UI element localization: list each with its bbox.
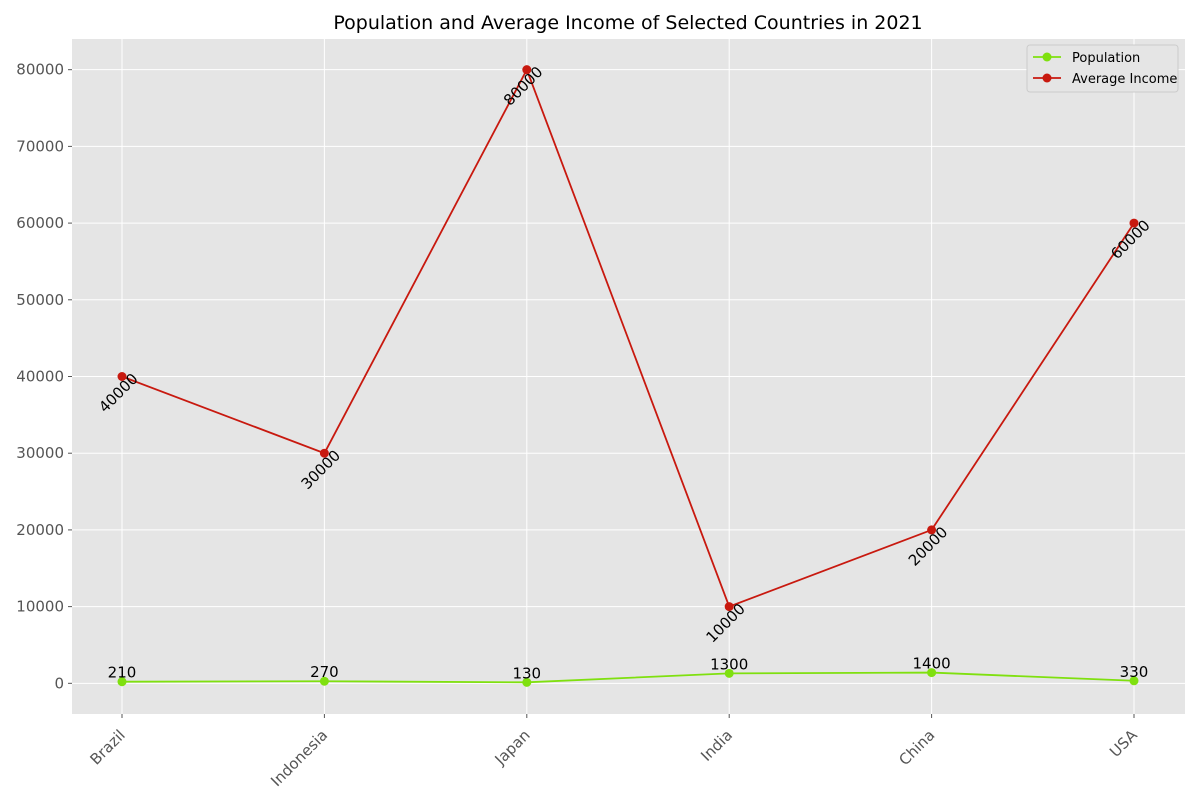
y-tick-label: 80000: [16, 61, 64, 79]
data-label: 130: [512, 664, 541, 682]
x-tick-label: Brazil: [87, 726, 129, 768]
x-tick-label: China: [895, 726, 938, 769]
legend-marker: [1042, 52, 1052, 62]
data-point: [117, 677, 127, 687]
y-tick-label: 70000: [16, 137, 64, 155]
data-point: [724, 668, 734, 678]
data-point: [319, 676, 329, 686]
y-tick-label: 10000: [16, 598, 64, 616]
y-tick-label: 0: [54, 674, 64, 692]
legend-marker: [1042, 73, 1052, 83]
x-tick-label: Japan: [491, 726, 534, 769]
series-layer: [117, 65, 1139, 687]
data-point: [1129, 218, 1139, 228]
y-tick-label: 60000: [16, 214, 64, 232]
y-tick-label: 30000: [16, 444, 64, 462]
y-tick-label: 40000: [16, 368, 64, 386]
data-point: [927, 525, 937, 535]
data-label: 1300: [710, 655, 748, 673]
x-axis-ticks: Brazil Indonesia Japan India China USA: [87, 714, 1141, 790]
y-axis-ticks: 0 10000 20000 30000 40000 50000 60000 70000 8000…: [16, 61, 72, 692]
series-line: [121, 67, 1135, 608]
legend: Population Average Income: [1026, 44, 1179, 93]
data-point: [927, 668, 937, 678]
y-tick-label: 20000: [16, 521, 64, 539]
y-tick-label: 50000: [16, 291, 64, 309]
legend-box: [1026, 44, 1179, 93]
legend-label: Average Income: [1072, 72, 1177, 87]
x-tick-label: India: [697, 726, 736, 765]
data-label: 330: [1120, 663, 1149, 681]
series-line: [121, 671, 1135, 684]
data-label: 210: [108, 664, 137, 682]
data-point: [724, 602, 734, 612]
legend-label: Population: [1072, 51, 1140, 66]
data-point: [522, 65, 532, 75]
data-label: 1400: [913, 655, 951, 673]
x-tick-label: Indonesia: [267, 726, 331, 790]
data-point: [117, 372, 127, 381]
data-label: 270: [310, 663, 339, 681]
data-point: [1129, 676, 1139, 686]
data-point: [319, 448, 329, 458]
chart-title: Population and Average Income of Selecte…: [333, 12, 922, 34]
x-tick-label: USA: [1106, 726, 1141, 761]
data-point: [522, 677, 532, 687]
